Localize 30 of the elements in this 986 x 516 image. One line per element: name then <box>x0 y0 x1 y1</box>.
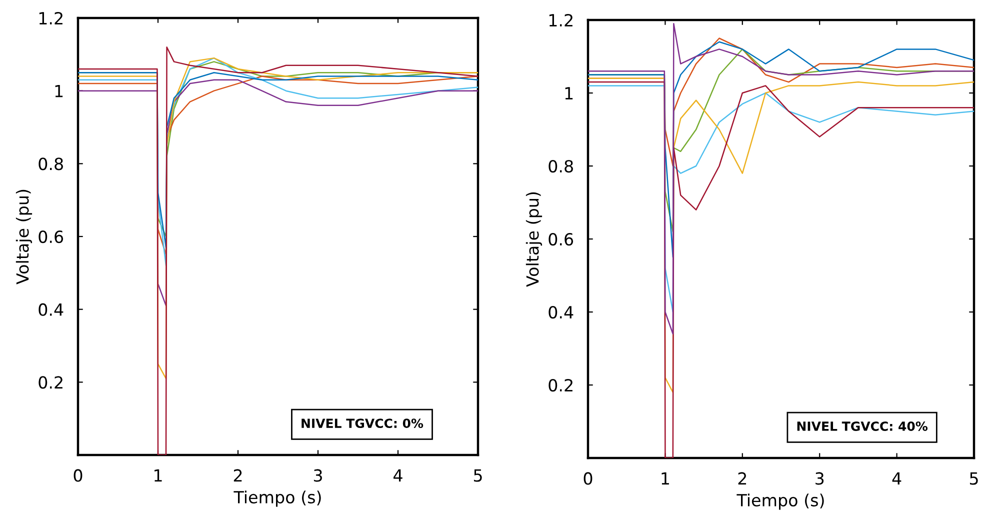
x-axis-title: Tiempo (s) <box>736 494 824 510</box>
y-axis-title: Voltaje (pu) <box>526 192 542 287</box>
x-tick-label: 3 <box>314 469 322 482</box>
x-tick-label: 0 <box>584 472 592 485</box>
x-tick-label: 4 <box>394 469 402 482</box>
y-tick-label: 1 <box>565 87 573 100</box>
y-tick-label: 0.2 <box>548 378 572 392</box>
y-tick-label: 0.8 <box>38 158 63 170</box>
y-tick-label: 1.2 <box>549 14 572 26</box>
y-axis-title: Voltaje (pu) <box>16 190 32 284</box>
y-tick-label: 0.8 <box>548 160 573 173</box>
y-tick-label: 0.6 <box>38 230 64 244</box>
x-tick-label: 1 <box>154 469 162 482</box>
x-tick-label: 4 <box>892 472 902 485</box>
x-axis-title: Tiempo (s) <box>234 490 321 507</box>
y-tick-label: 0.4 <box>548 306 574 319</box>
x-tick-label: 1 <box>662 472 669 485</box>
x-tick-label: 0 <box>74 469 82 482</box>
y-tick-label: 1 <box>55 85 63 98</box>
x-tick-label: 2 <box>234 469 242 482</box>
annotation: NIVEL TGVCC: 40% <box>797 422 928 431</box>
y-tick-label: 1.2 <box>39 12 62 24</box>
y-tick-label: 0.2 <box>38 376 62 389</box>
x-tick-label: 5 <box>474 469 482 482</box>
y-tick-label: 0.4 <box>38 303 64 316</box>
x-tick-label: 2 <box>738 472 746 485</box>
annotation: NIVEL TGVCC: 0% <box>302 418 424 428</box>
x-tick-label: 5 <box>970 472 978 485</box>
x-tick-label: 3 <box>816 472 824 485</box>
y-tick-label: 0.6 <box>548 232 574 246</box>
